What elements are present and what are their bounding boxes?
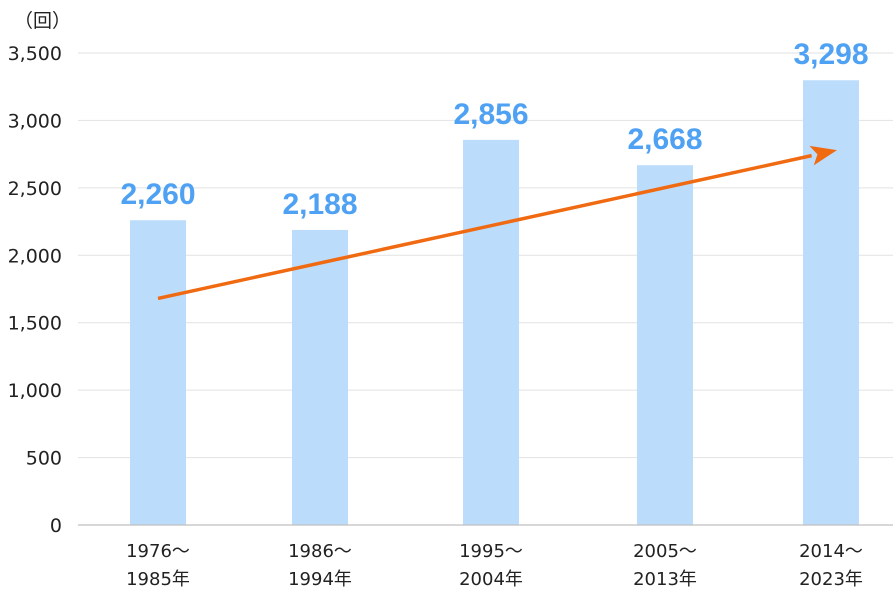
y-tick-label: 2,000 (8, 245, 62, 267)
y-tick-label: 500 (26, 448, 62, 470)
data-label: 2,188 (282, 188, 357, 221)
x-tick-label: 1976～ (126, 541, 190, 562)
data-labels: 2,260 2,188 2,856 2,668 3,298 (120, 38, 868, 221)
bar (803, 80, 859, 525)
x-tick-label: 2023年 (799, 569, 863, 590)
bar (637, 165, 693, 525)
x-tick-labels: 1976～ 1985年 1986～ 1994年 1995～ 2004年 2005～ 2013年… (126, 541, 863, 590)
x-tick-label: 1995～ (459, 541, 523, 562)
x-tick-label: 2014～ (799, 541, 863, 562)
x-tick-label: 2013年 (633, 569, 697, 590)
y-axis-unit-label: （回） (14, 10, 71, 32)
data-label: 2,856 (453, 98, 528, 131)
x-tick-label: 1986～ (288, 541, 352, 562)
bar (130, 220, 186, 526)
data-label: 3,298 (793, 38, 868, 71)
y-tick-label: 3,000 (8, 110, 62, 132)
data-label: 2,260 (120, 178, 195, 211)
trend-arrow-shaft (157, 153, 812, 301)
x-tick-label: 1985年 (126, 569, 190, 590)
y-tick-label: 1,000 (8, 380, 62, 402)
trend-arrow (157, 145, 837, 301)
y-tick-label: 1,500 (8, 313, 62, 335)
y-tick-label: 3,500 (8, 43, 62, 65)
bars (130, 80, 859, 526)
x-tick-label: 2005～ (633, 541, 697, 562)
data-label: 2,668 (627, 123, 702, 156)
trend-arrow-head (809, 145, 837, 166)
y-tick-label: 0 (50, 515, 62, 537)
y-tick-labels: 0 500 1,000 1,500 2,000 2,500 3,000 3,500 (8, 43, 62, 537)
x-tick-label: 1994年 (288, 569, 352, 590)
y-tick-label: 2,500 (8, 178, 62, 200)
x-tick-label: 2004年 (459, 569, 523, 590)
bar (292, 229, 348, 526)
bar (463, 139, 519, 525)
